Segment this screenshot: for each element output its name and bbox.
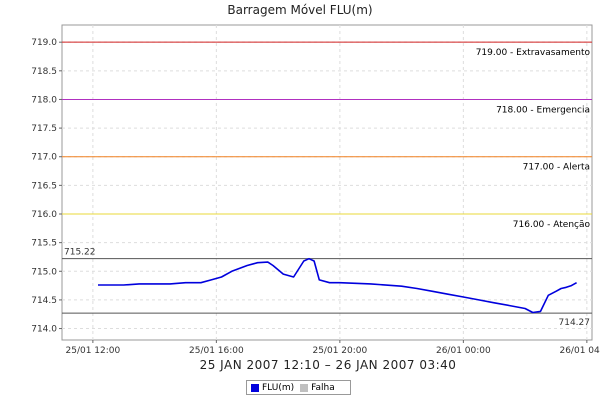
threshold-label: 718.00 - Emergencia	[496, 105, 590, 115]
legend-swatch-flu	[251, 383, 259, 392]
x-axis: 25/01 12:00 25/01 16:00 25/01 20:00 26/01 0…	[66, 340, 600, 356]
chart-title: Barragem Móvel FLU(m)	[227, 3, 372, 17]
legend-swatch-falha	[300, 383, 309, 392]
y-axis: 714.0 714.5 715.0 715.5 716.0 716.5 717.0 717.5…	[31, 38, 62, 335]
threshold-label: 716.00 - Atenção	[513, 220, 591, 230]
legend: FLU(m) Falha	[246, 380, 351, 395]
x-tick-label: 25/01 12:00	[66, 346, 121, 356]
y-tick-label: 719.0	[31, 38, 57, 48]
series-line-flu-m-	[98, 257, 577, 314]
legend-label-flu: FLU(m)	[262, 382, 295, 393]
y-tick-label: 716.5	[31, 181, 57, 191]
threshold-label: 719.00 - Extravasamento	[476, 48, 591, 58]
y-tick-label: 718.5	[31, 67, 57, 77]
y-tick-label: 715.0	[31, 267, 57, 277]
y-tick-label: 714.0	[31, 325, 57, 335]
legend-label-falha: Falha	[311, 382, 335, 393]
reference-label: 715.22	[64, 248, 96, 258]
legend-item-flu: FLU(m)	[251, 383, 294, 393]
threshold-label: 717.00 - Alerta	[523, 163, 590, 173]
y-tick-label: 717.0	[31, 153, 57, 163]
x-tick-label: 26/01 04:00	[559, 346, 600, 356]
x-tick-label: 26/01 00:00	[436, 346, 491, 356]
series-layer	[98, 257, 577, 314]
chart-subtitle: 25 JAN 2007 12:10 – 26 JAN 2007 03:40	[200, 358, 457, 372]
x-tick-label: 25/01 16:00	[189, 346, 244, 356]
y-tick-label: 717.5	[31, 124, 57, 134]
reference-label: 714.27	[559, 318, 591, 328]
x-tick-label: 25/01 20:00	[312, 346, 367, 356]
y-tick-label: 716.0	[31, 210, 57, 220]
plot-area	[61, 24, 593, 341]
y-tick-label: 714.5	[31, 296, 57, 306]
legend-item-falha: Falha	[300, 383, 335, 393]
y-tick-label: 718.0	[31, 95, 57, 105]
y-tick-label: 715.5	[31, 239, 57, 249]
threshold-lines: 719.00 - Extravasamento 718.00 - Emergenc…	[62, 41, 592, 328]
